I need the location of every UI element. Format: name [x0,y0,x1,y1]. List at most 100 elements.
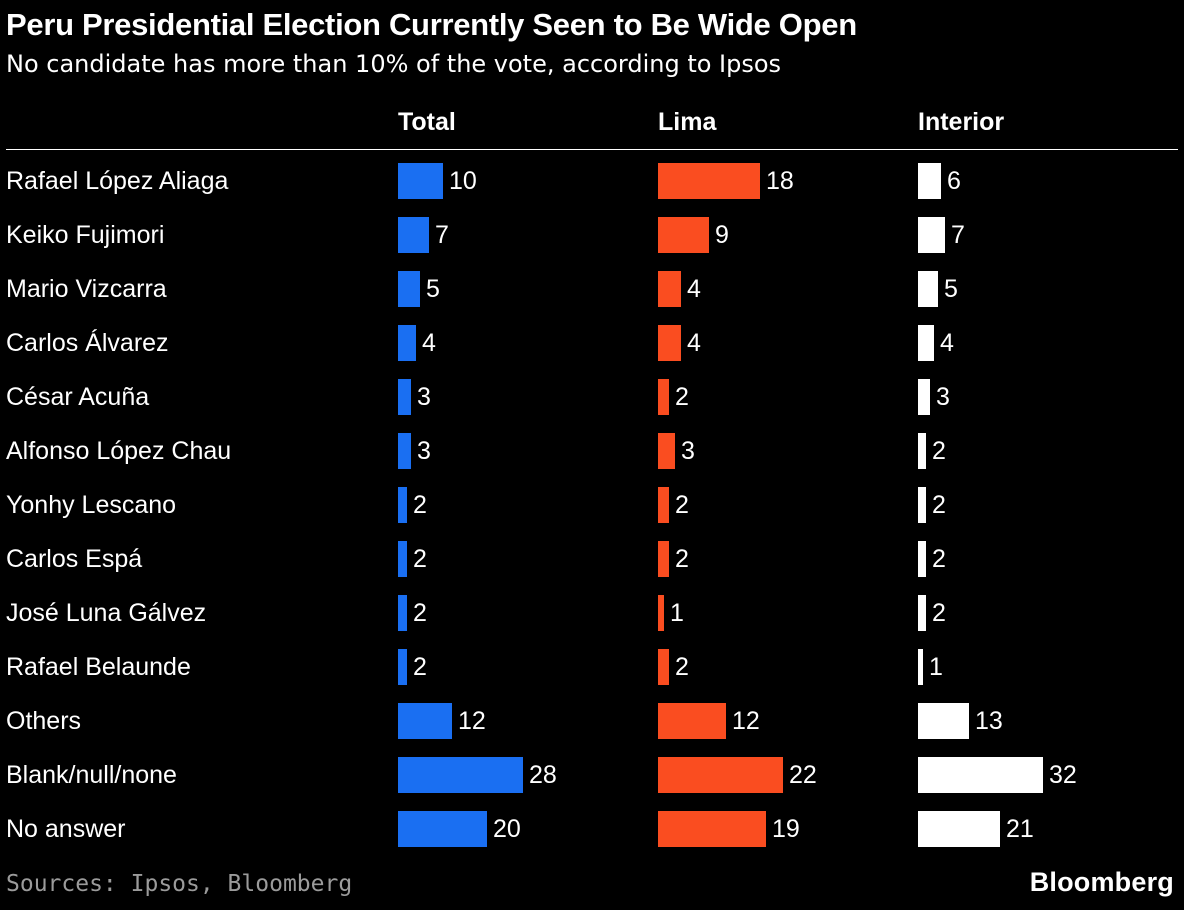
bar-cell-lima: 22 [658,757,918,793]
chart-row: Others 12 12 13 [6,694,1178,748]
bar-value: 19 [772,814,800,843]
bar-value: 20 [493,814,521,843]
bar-value: 2 [932,544,946,573]
bar-cell-total: 7 [398,217,658,253]
bar-value: 2 [675,544,689,573]
chart-footer: Sources: Ipsos, Bloomberg Bloomberg [6,867,1178,900]
bar-cell-lima: 4 [658,325,918,361]
bar-value: 3 [936,382,950,411]
bar-cell-interior: 4 [918,325,1178,361]
chart-row: Rafael López Aliaga 10 18 6 [6,154,1178,208]
bar-value: 2 [932,598,946,627]
candidate-label: Carlos Espá [6,544,143,573]
bar-cell-lima: 1 [658,595,918,631]
total-bar [398,757,523,793]
bar-value: 2 [675,652,689,681]
total-bar [398,703,452,739]
chart-row: José Luna Gálvez 2 1 2 [6,586,1178,640]
chart-rows: Rafael López Aliaga 10 18 6 Keiko Fujimori 7 9… [6,149,1178,856]
bar-cell-lima: 2 [658,649,918,685]
total-bar [398,541,407,577]
candidate-label: Rafael Belaunde [6,652,191,681]
interior-bar [918,325,934,361]
interior-bar [918,541,926,577]
bar-value: 4 [687,274,701,303]
column-header-lima: Lima [658,108,717,136]
total-bar [398,595,407,631]
bar-cell-lima: 3 [658,433,918,469]
interior-bar [918,757,1043,793]
lima-bar [658,541,669,577]
bar-cell-lima: 2 [658,379,918,415]
bar-cell-lima: 4 [658,271,918,307]
interior-bar [918,649,923,685]
bar-value: 4 [687,328,701,357]
chart-row: Rafael Belaunde 2 2 1 [6,640,1178,694]
bar-value: 6 [947,166,961,195]
total-bar [398,163,443,199]
chart-row: Blank/null/none 28 22 32 [6,748,1178,802]
total-bar [398,433,411,469]
bar-value: 1 [929,652,943,681]
bar-cell-total: 2 [398,541,658,577]
column-header-interior: Interior [918,108,1005,136]
bar-cell-total: 2 [398,595,658,631]
interior-bar [918,271,938,307]
lima-bar [658,757,783,793]
interior-bar [918,811,1000,847]
bar-cell-total: 3 [398,379,658,415]
chart-row: Carlos Álvarez 4 4 4 [6,316,1178,370]
chart-header: Peru Presidential Election Currently See… [6,6,1178,80]
bar-value: 18 [766,166,794,195]
bar-value: 7 [435,220,449,249]
total-bar [398,217,429,253]
bar-cell-total: 4 [398,325,658,361]
bar-cell-total: 5 [398,271,658,307]
bar-value: 2 [675,490,689,519]
bar-value: 1 [670,598,684,627]
bar-cell-total: 2 [398,487,658,523]
bar-value: 2 [413,652,427,681]
bar-cell-interior: 3 [918,379,1178,415]
lima-bar [658,325,681,361]
bar-cell-interior: 2 [918,433,1178,469]
interior-bar [918,163,941,199]
bar-value: 32 [1049,760,1077,789]
bar-value: 4 [422,328,436,357]
candidate-label: Rafael López Aliaga [6,166,229,195]
candidate-label: No answer [6,814,126,843]
bar-value: 2 [932,436,946,465]
chart-row: Mario Vizcarra 5 4 5 [6,262,1178,316]
bar-value: 12 [732,706,760,735]
bar-cell-lima: 2 [658,487,918,523]
bar-cell-total: 12 [398,703,658,739]
bar-cell-interior: 1 [918,649,1178,685]
source-text: Sources: Ipsos, Bloomberg [6,871,353,897]
bar-cell-lima: 2 [658,541,918,577]
column-header-total: Total [398,108,456,136]
bar-cell-interior: 13 [918,703,1178,739]
bar-cell-lima: 18 [658,163,918,199]
bar-cell-total: 2 [398,649,658,685]
candidate-label: Carlos Álvarez [6,328,169,357]
interior-bar [918,487,926,523]
bar-value: 2 [932,490,946,519]
bar-value: 2 [675,382,689,411]
total-bar [398,811,487,847]
bar-cell-interior: 2 [918,487,1178,523]
chart-row: Yonhy Lescano 2 2 2 [6,478,1178,532]
lima-bar [658,433,675,469]
bar-cell-total: 28 [398,757,658,793]
bar-cell-lima: 19 [658,811,918,847]
bar-value: 5 [944,274,958,303]
candidate-label: César Acuña [6,382,150,411]
lima-bar [658,649,669,685]
lima-bar [658,703,726,739]
lima-bar [658,487,669,523]
chart-title: Peru Presidential Election Currently See… [6,7,857,42]
bar-cell-interior: 2 [918,595,1178,631]
lima-bar [658,379,669,415]
candidate-label: Alfonso López Chau [6,436,232,465]
bar-value: 2 [413,544,427,573]
